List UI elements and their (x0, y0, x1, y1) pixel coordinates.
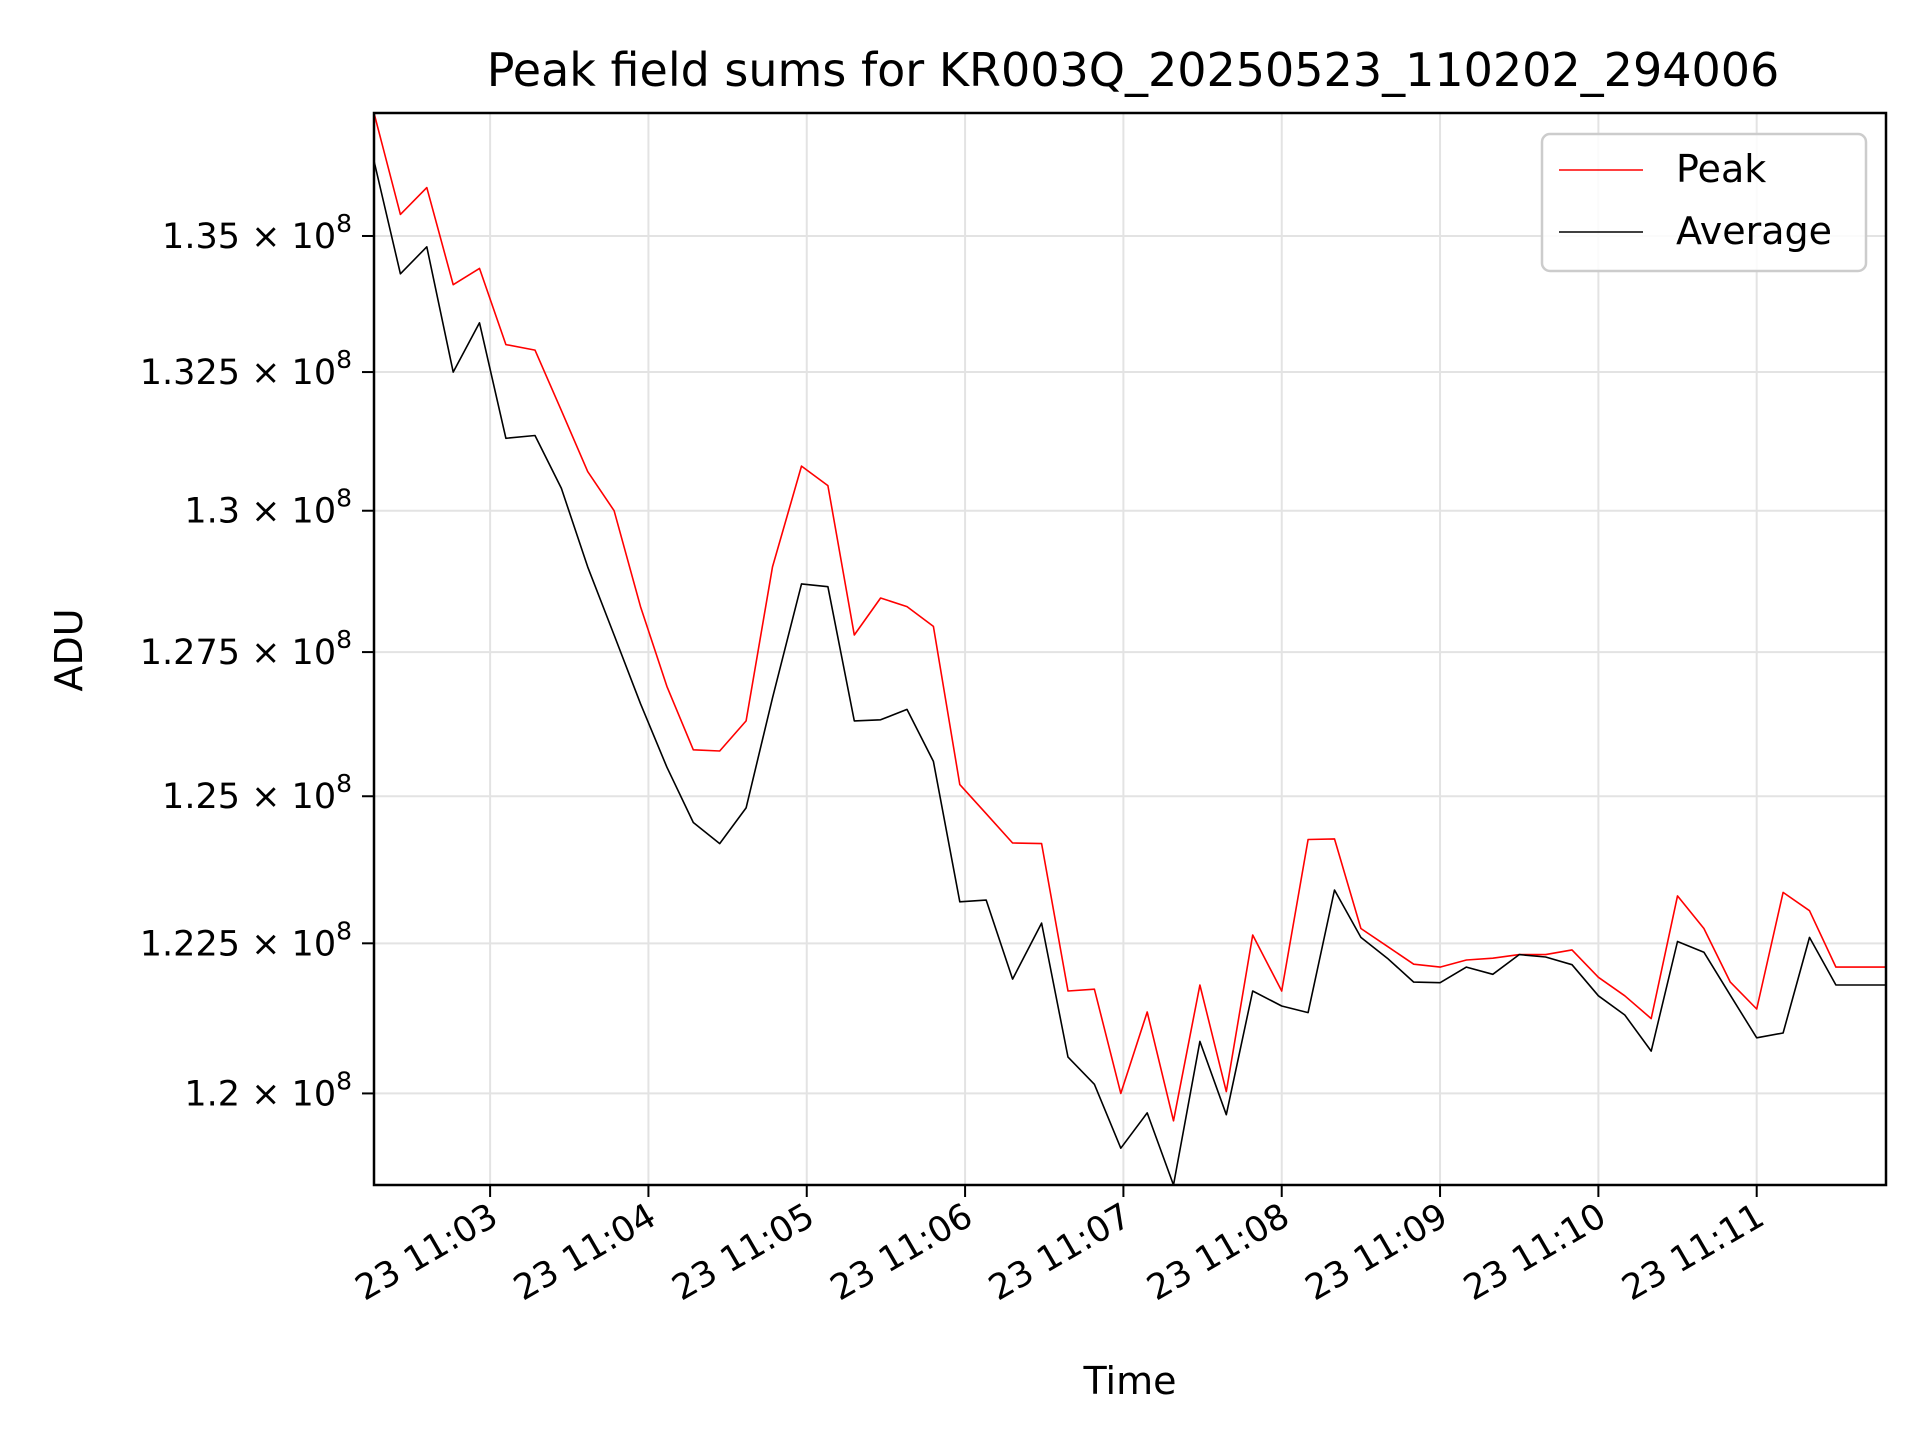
y-axis-label: ADU (47, 608, 91, 691)
x-axis-ticks: 23 11:03 23 11:04 23 11:05 23 11:06 23 11:07… (349, 1185, 1771, 1309)
x-tick-label: 23 11:05 (666, 1196, 822, 1309)
legend: Peak Average (1540, 132, 1868, 273)
x-tick-label: 23 11:08 (1141, 1196, 1297, 1309)
y-tick-label: 1.25 × 108 (162, 769, 352, 817)
plot-area (374, 113, 1886, 1185)
series-line-average (374, 160, 1886, 1185)
x-tick-label: 23 11:11 (1616, 1196, 1772, 1309)
legend-average-label: Average (1676, 209, 1832, 253)
y-tick-label: 1.325 × 108 (140, 345, 352, 393)
x-tick-label: 23 11:10 (1457, 1196, 1613, 1309)
x-axis-label: Time (1083, 1359, 1177, 1403)
x-tick-label: 23 11:03 (349, 1196, 505, 1309)
legend-box (1540, 132, 1868, 273)
y-tick-label: 1.35 × 108 (162, 209, 352, 257)
plot-frame (372, 111, 1888, 1187)
y-axis-ticks: 1.2 × 108 1.225 × 108 1.25 × 108 1.275 × 10… (140, 209, 374, 1114)
series-line-peak (374, 113, 1886, 1122)
y-tick-label: 1.2 × 108 (184, 1066, 352, 1114)
x-tick-label: 23 11:07 (982, 1196, 1138, 1309)
y-tick-label: 1.225 × 108 (140, 916, 352, 964)
y-tick-label: 1.3 × 108 (184, 484, 352, 532)
grid (374, 113, 1886, 1185)
x-tick-label: 23 11:09 (1299, 1196, 1455, 1309)
legend-peak-label: Peak (1676, 147, 1766, 191)
y-tick-label: 1.275 × 108 (140, 625, 352, 673)
chart-title: Peak field sums for KR003Q_20250523_1102… (487, 43, 1780, 97)
x-tick-label: 23 11:04 (507, 1196, 663, 1309)
x-tick-label: 23 11:06 (824, 1196, 980, 1309)
